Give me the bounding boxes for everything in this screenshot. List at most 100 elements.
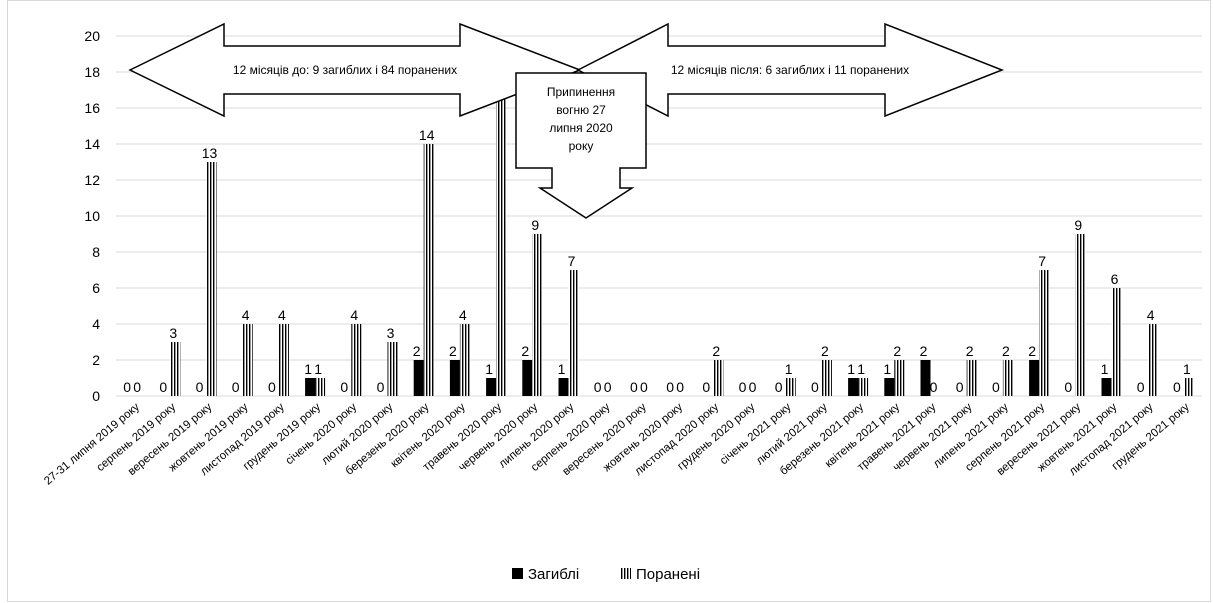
y-axis-ticks: 0 2 4 6 8 10 12 14 16 18 20 <box>84 28 100 404</box>
data-label-killed: 0 <box>232 379 240 395</box>
bar-wounded <box>315 378 326 396</box>
data-label-wounded: 0 <box>749 379 757 395</box>
bar-killed <box>305 378 316 396</box>
data-label-wounded: 14 <box>419 127 435 143</box>
data-label-killed: 0 <box>775 379 783 395</box>
y-tick-label: 6 <box>92 280 100 296</box>
data-label-wounded: 1 <box>785 361 793 377</box>
bar-killed <box>1029 360 1040 396</box>
data-label-wounded: 1 <box>314 361 322 377</box>
data-label-wounded: 4 <box>1147 307 1155 323</box>
y-tick-label: 14 <box>84 136 100 152</box>
bar-killed <box>522 360 533 396</box>
data-label-killed: 0 <box>630 379 638 395</box>
bar-wounded <box>1183 378 1194 396</box>
data-label-killed: 1 <box>304 361 312 377</box>
data-label-killed: 2 <box>1028 343 1036 359</box>
data-label-killed: 2 <box>521 343 529 359</box>
bar-wounded <box>170 342 181 396</box>
bars <box>170 54 1194 396</box>
data-label-killed: 1 <box>558 361 566 377</box>
ceasefire-line-3: липня 2020 <box>549 121 613 135</box>
bar-wounded <box>821 360 832 396</box>
bar-wounded <box>387 342 398 396</box>
data-label-wounded: 9 <box>1074 217 1082 233</box>
ceasefire-line-4: року <box>569 139 594 153</box>
data-label-killed: 2 <box>449 343 457 359</box>
bar-wounded <box>966 360 977 396</box>
bar-wounded <box>1002 360 1013 396</box>
data-label-wounded: 0 <box>640 379 648 395</box>
data-label-wounded: 3 <box>169 325 177 341</box>
bar-wounded <box>1111 288 1122 396</box>
y-tick-label: 18 <box>84 64 100 80</box>
bar-wounded <box>894 360 905 396</box>
bar-wounded <box>713 360 724 396</box>
y-tick-label: 16 <box>84 100 100 116</box>
ceasefire-line-2: вогню 27 <box>556 103 606 117</box>
y-tick-label: 8 <box>92 244 100 260</box>
data-label-wounded: 0 <box>133 379 141 395</box>
data-label-wounded: 2 <box>712 343 720 359</box>
legend-label-wounded: Поранені <box>636 566 700 583</box>
bar-wounded <box>423 144 434 396</box>
y-tick-label: 12 <box>84 172 100 188</box>
bar-killed <box>558 378 569 396</box>
data-label-killed: 1 <box>485 361 493 377</box>
data-label-wounded: 3 <box>387 325 395 341</box>
data-label-wounded: 4 <box>242 307 250 323</box>
y-tick-label: 4 <box>92 316 100 332</box>
bar-killed <box>920 360 931 396</box>
bar-wounded <box>1039 270 1050 396</box>
data-label-killed: 1 <box>883 361 891 377</box>
ceasefire-line-1: Припинення <box>547 85 615 99</box>
bar-wounded <box>206 162 217 396</box>
ceasefire-callout <box>515 72 647 219</box>
data-label-killed: 0 <box>739 379 747 395</box>
bar-wounded <box>459 324 470 396</box>
data-label-killed: 1 <box>847 361 855 377</box>
bar-killed <box>486 378 497 396</box>
data-label-wounded: 0 <box>676 379 684 395</box>
data-label-killed: 0 <box>159 379 167 395</box>
data-label-killed: 2 <box>413 343 421 359</box>
period-annotation: 12 місяців до: 9 загиблих і 84 поранених… <box>128 22 1005 219</box>
bar-wounded <box>532 234 543 396</box>
data-label-killed: 0 <box>594 379 602 395</box>
bar-wounded <box>858 378 869 396</box>
bar-killed <box>413 360 424 396</box>
data-label-killed: 0 <box>1173 379 1181 395</box>
data-label-wounded: 2 <box>1002 343 1010 359</box>
bar-killed <box>884 378 895 396</box>
bar-wounded <box>496 54 507 396</box>
data-label-killed: 0 <box>268 379 276 395</box>
data-label-wounded: 2 <box>966 343 974 359</box>
legend-label-killed: Загиблі <box>528 566 579 583</box>
bar-wounded <box>1147 324 1158 396</box>
data-label-killed: 0 <box>992 379 1000 395</box>
y-tick-label: 10 <box>84 208 100 224</box>
data-label-wounded: 0 <box>930 379 938 395</box>
y-tick-label: 2 <box>92 352 100 368</box>
bar-wounded <box>785 378 796 396</box>
data-label-wounded: 7 <box>568 253 576 269</box>
data-label-wounded: 0 <box>604 379 612 395</box>
data-label-killed: 2 <box>920 343 928 359</box>
data-label-wounded: 4 <box>459 307 467 323</box>
legend: Загиблі Поранені <box>512 566 700 583</box>
chart-frame <box>7 0 1211 602</box>
data-label-killed: 0 <box>377 379 385 395</box>
bar-wounded <box>242 324 253 396</box>
data-label-killed: 0 <box>1137 379 1145 395</box>
data-label-killed: 0 <box>1064 379 1072 395</box>
after-period-arrow <box>576 22 1005 118</box>
bar-wounded <box>1075 234 1086 396</box>
data-label-killed: 0 <box>956 379 964 395</box>
data-label-killed: 0 <box>811 379 819 395</box>
data-label-wounded: 6 <box>1111 271 1119 287</box>
data-label-wounded: 2 <box>821 343 829 359</box>
data-label-wounded: 7 <box>1038 253 1046 269</box>
data-label-wounded: 1 <box>1183 361 1191 377</box>
